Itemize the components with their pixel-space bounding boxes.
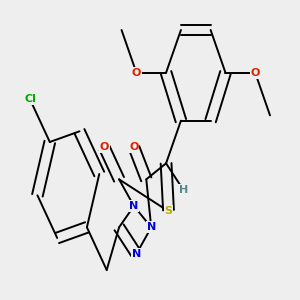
Text: O: O [250,68,260,78]
Text: N: N [147,222,156,232]
Text: Cl: Cl [24,94,36,104]
Text: N: N [132,249,141,259]
Text: S: S [165,206,172,216]
Text: O: O [100,142,109,152]
Text: O: O [132,68,141,78]
Text: H: H [179,185,188,195]
Text: O: O [129,142,139,152]
Text: N: N [129,201,139,211]
